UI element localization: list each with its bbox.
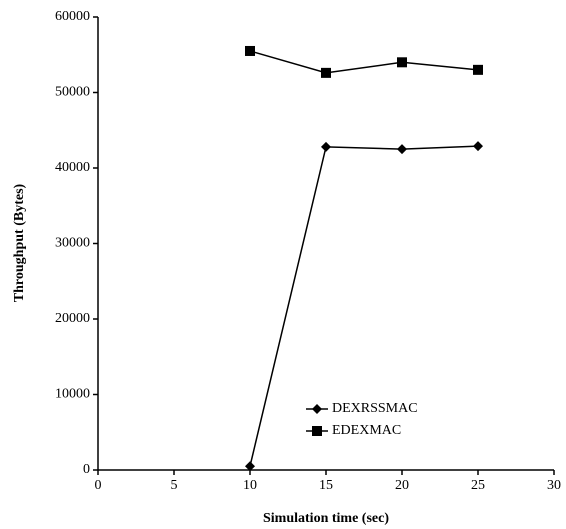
- x-tick-label: 5: [171, 478, 178, 493]
- marker: [397, 144, 407, 155]
- y-tick-label: 30000: [55, 236, 90, 251]
- x-tick-label: 30: [547, 478, 561, 493]
- marker: [245, 45, 255, 56]
- marker: [397, 57, 407, 68]
- x-tick-label: 10: [243, 478, 257, 493]
- series-line: [249, 145, 479, 467]
- marker: [321, 67, 331, 78]
- y-tick-label: 60000: [55, 9, 90, 24]
- legend-label: DEXRSSMAC: [332, 401, 418, 416]
- legend-marker: [312, 404, 322, 414]
- legend-marker: [312, 426, 322, 436]
- legend-label: EDEXMAC: [332, 423, 401, 438]
- marker: [321, 141, 331, 152]
- marker: [473, 141, 483, 152]
- series-line: [249, 50, 479, 74]
- y-axis-label: Throughput (Bytes): [12, 183, 27, 302]
- x-tick-label: 15: [319, 478, 333, 493]
- y-tick-label: 40000: [55, 160, 90, 175]
- y-tick-label: 0: [83, 462, 90, 477]
- y-tick-label: 10000: [55, 387, 90, 402]
- y-tick-label: 20000: [55, 311, 90, 326]
- marker: [473, 64, 483, 75]
- y-tick-label: 50000: [55, 85, 90, 100]
- x-tick-label: 25: [471, 478, 485, 493]
- x-tick-label: 0: [95, 478, 102, 493]
- marker: [245, 461, 255, 472]
- x-tick-label: 20: [395, 478, 409, 493]
- x-axis-label: Simulation time (sec): [263, 511, 389, 526]
